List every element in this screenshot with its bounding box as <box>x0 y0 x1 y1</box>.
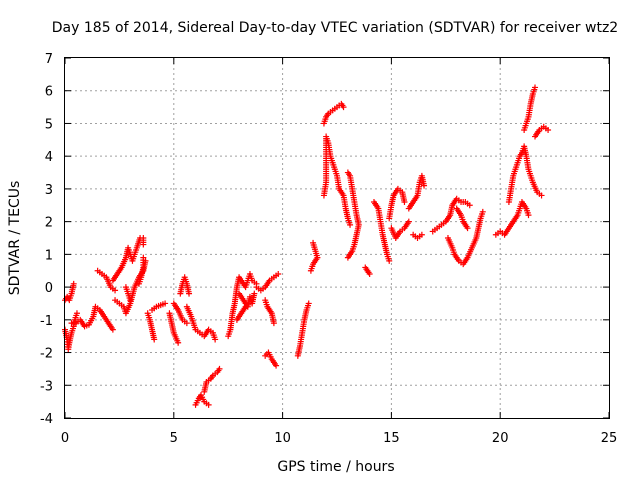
data-point <box>545 127 552 133</box>
y-axis-label: SDTVAR / TECUs <box>7 181 23 296</box>
y-tick-label: -3 <box>40 379 53 394</box>
data-point <box>466 202 473 209</box>
x-axis-label: GPS time / hours <box>277 459 394 475</box>
data-point <box>366 271 373 277</box>
data-point <box>386 257 393 264</box>
data-point <box>175 339 182 346</box>
x-tick-label: 5 <box>170 431 178 446</box>
data-point <box>275 271 282 277</box>
data-point <box>401 199 408 205</box>
data-point <box>532 84 539 91</box>
data-point <box>162 300 169 307</box>
data-point <box>405 218 412 225</box>
data-point <box>273 362 280 369</box>
y-tick-label: 2 <box>45 216 53 231</box>
data-point <box>421 182 428 189</box>
data-point <box>538 192 545 199</box>
y-tick-label: 1 <box>45 248 53 263</box>
data-point <box>151 336 158 343</box>
data-point <box>127 297 134 304</box>
axis-ticks: 0 5 10 15 20 25 -4 -3 -2 -1 0 1 2 3 4 5 6 7 <box>40 52 617 446</box>
y-tick-label: 7 <box>45 52 53 67</box>
y-tick-label: 0 <box>45 281 53 296</box>
data-point <box>212 336 219 343</box>
x-tick-label: 25 <box>601 431 618 446</box>
data-point <box>140 241 147 248</box>
y-tick-label: -1 <box>40 314 53 329</box>
data-point <box>347 221 354 228</box>
data-point <box>183 320 190 327</box>
y-tick-label: 5 <box>45 117 53 132</box>
data-point <box>109 326 116 333</box>
y-tick-label: -2 <box>40 347 53 362</box>
data-point <box>186 290 193 297</box>
plot-frame <box>64 57 610 419</box>
x-tick-label: 20 <box>492 431 509 446</box>
data-point <box>270 320 277 327</box>
data-point <box>418 231 425 238</box>
y-tick-label: 4 <box>45 150 53 165</box>
x-tick-label: 0 <box>61 431 69 446</box>
data-point <box>242 303 249 310</box>
data-point <box>305 300 312 307</box>
data-point <box>112 287 119 294</box>
y-tick-label: 3 <box>45 183 53 198</box>
data-point <box>216 365 223 372</box>
x-tick-label: 15 <box>383 431 400 446</box>
data-point <box>340 104 347 111</box>
data-point <box>479 208 486 215</box>
data-point <box>464 225 471 232</box>
chart-title: Day 185 of 2014, Sidereal Day-to-day VTE… <box>52 20 618 36</box>
data-point <box>70 280 77 287</box>
data-point <box>73 310 80 317</box>
data-points <box>62 84 552 408</box>
data-point <box>135 280 142 287</box>
data-point <box>205 401 212 408</box>
y-tick-label: -4 <box>40 412 53 427</box>
y-tick-label: 6 <box>45 85 53 100</box>
data-point <box>344 254 351 261</box>
data-point <box>251 290 258 297</box>
data-point <box>525 212 532 219</box>
data-point <box>310 239 317 246</box>
x-tick-label: 10 <box>274 431 291 446</box>
